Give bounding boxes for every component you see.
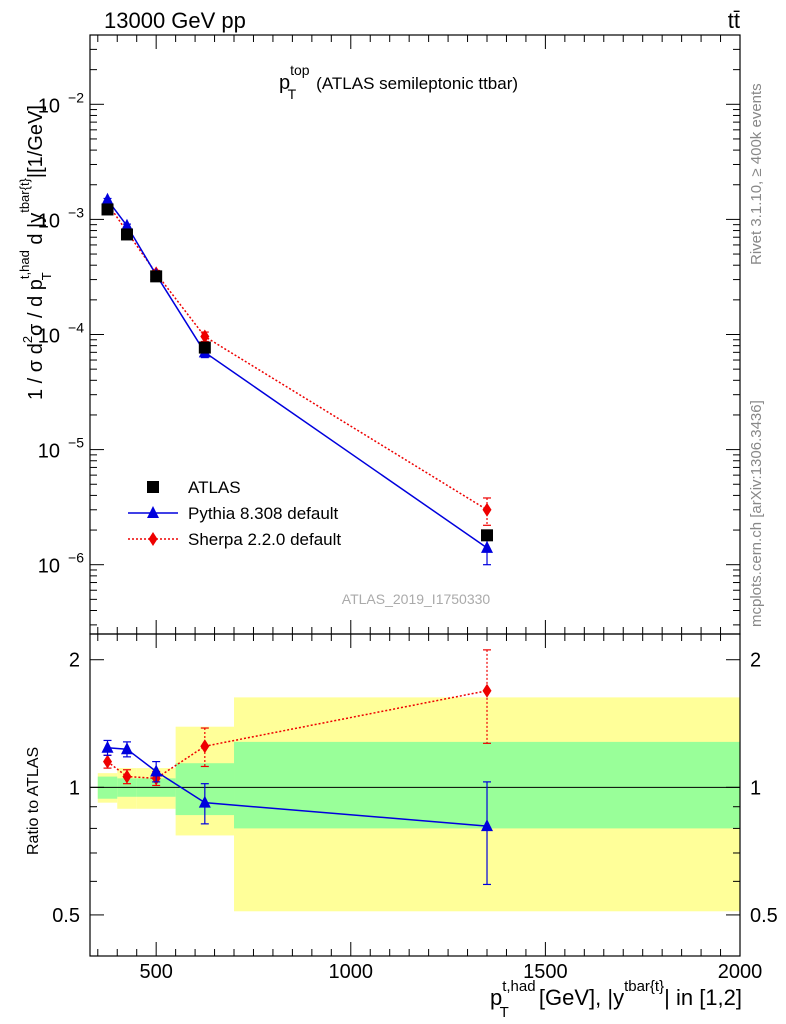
sherpa-point [482,502,492,517]
atlas-data-point [150,270,163,283]
legend-sherpa-marker [148,532,158,546]
plot-title: ptop T(ATLAS semileptonic ttbar) [279,62,518,102]
pythia-ratio-point [101,740,114,753]
y-axis-title-ratio: Ratio to ATLAS [25,747,42,855]
pythia-point [101,192,114,205]
x-axis-title: pt,had T [GeV], |ytbar{t}| in [1,2] [490,978,742,1021]
y-tick-exponent: −4 [68,320,84,336]
pythia-line [106,199,488,549]
ratio-y-tick-label-right: 0.5 [750,905,778,927]
y-tick-label: 10 [38,556,60,578]
ratio-y-tick-label-right: 2 [750,650,761,672]
atlas-data-point [481,529,494,542]
atlas-data-point [120,228,133,241]
pythia-ratio-point [481,819,494,832]
y-tick-exponent: −3 [68,204,84,220]
pythia-ratio-point [198,795,211,808]
sherpa-ratio-point [103,754,113,769]
sherpa-ratio-point [122,769,132,784]
y-tick-exponent: −2 [68,89,84,105]
ratio-y-tick-label-left: 1 [69,777,80,799]
sherpa-point [200,329,210,344]
legend-entry-label: Pythia 8.308 default [188,504,339,523]
collision-label: 13000 GeV pp [104,8,246,33]
x-tick-label: 2000 [718,961,763,983]
y-tick-label: 10 [38,441,60,463]
ratio-y-tick-label-left: 2 [69,650,80,672]
pythia-point [120,218,133,231]
process-label: tt̄ [728,8,740,33]
atlas-data-point [101,203,114,216]
x-tick-label: 1000 [329,961,374,983]
y-tick-exponent: −5 [68,435,84,451]
main-panel: 10 −6 10 −5 10 −4 10 −3 10 −2 [38,34,741,635]
atlas-data-point [198,341,211,354]
sherpa-line [106,202,488,511]
y-axis-title-main: 1 / σ d2σ / d pt,had T d |ytbar{t}|[1/GeV… [17,105,54,400]
legend-pythia-marker [147,506,159,518]
y-tick-exponent: −6 [68,550,84,566]
mcplots-label: mcplots.cern.ch [arXiv:1306.3436] [748,400,765,627]
sherpa-ratio-point [200,739,210,754]
pythia-ratio-point [150,764,163,777]
pythia-ratio-point [120,742,133,755]
y-tick-label: 10 [38,210,60,232]
analysis-watermark: ATLAS_2019_I1750330 [342,591,491,607]
pythia-point [481,540,494,553]
legend-atlas-marker [147,481,159,493]
rivet-label: Rivet 3.1.10, ≥ 400k events [748,83,765,265]
y-tick-label: 10 [38,326,60,348]
legend-entry-label: Sherpa 2.2.0 default [188,530,341,549]
ratio-panel: 500 1000 1500 2000 0.5 0.5 1 1 2 2 [52,35,778,983]
y-tick-label: 10 [38,95,60,117]
x-tick-label: 500 [139,961,172,983]
sherpa-ratio-point [482,683,492,698]
ratio-y-tick-label-right: 1 [750,777,761,799]
x-tick-label: 1500 [523,961,568,983]
legend-entry-label: ATLAS [188,478,241,497]
ratio-y-tick-label-left: 0.5 [52,905,80,927]
legend: ATLAS Pythia 8.308 default Sherpa 2.2.0 de… [128,478,341,549]
